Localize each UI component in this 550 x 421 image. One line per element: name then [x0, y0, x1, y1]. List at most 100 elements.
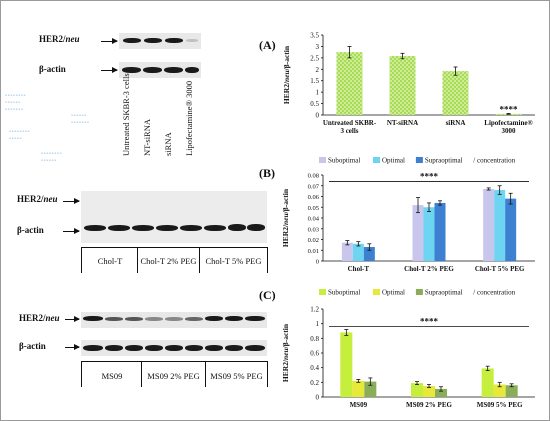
band	[123, 38, 141, 43]
panel-b-her2-label: HER2/neu	[17, 194, 58, 204]
panel-a-actin-label: β-actin	[39, 64, 66, 74]
bar	[340, 332, 353, 397]
panel-a-lane-2: NT-siRNA	[142, 119, 152, 156]
bar	[494, 190, 506, 261]
band	[143, 67, 162, 73]
legend-swatch	[373, 157, 380, 163]
x-tick-label: Lipofectamine® 3000	[484, 119, 533, 135]
legend-label: Suboptimal	[328, 157, 360, 165]
panel-a-label: (A)	[259, 38, 276, 52]
panel-c-group-2: MS09 2% PEG	[147, 371, 200, 381]
band	[105, 345, 123, 351]
band	[83, 316, 103, 321]
band	[185, 317, 203, 321]
y-tick-label: 0.4	[310, 364, 319, 372]
panel-b-actin-label: β-actin	[17, 225, 44, 235]
x-tick-label: Untreated SKBR-3 cells	[323, 119, 377, 135]
legend-label: Supraoptimal	[425, 157, 463, 165]
bar	[423, 386, 435, 397]
y-tick-label: 0.03	[308, 226, 319, 233]
y-tick-label: 0.5	[310, 100, 319, 108]
band	[145, 345, 163, 351]
panel-b-group-1: Chol-T	[97, 256, 123, 266]
y-tick-label: 0	[316, 394, 320, 402]
significance-label: ****	[420, 317, 439, 327]
panel-a-her2-arrow	[101, 38, 118, 44]
legend-suffix: / concentration	[473, 157, 515, 165]
panel-a-her2-label: HER2/neu	[39, 34, 80, 44]
bar	[493, 384, 506, 397]
band	[245, 316, 265, 321]
y-tick-label: 2	[316, 66, 320, 74]
band	[205, 345, 223, 351]
panel-b-group-sep	[199, 247, 200, 273]
panel-c-blot-actin	[81, 340, 267, 356]
y-tick-label: 0	[316, 112, 320, 120]
band	[165, 317, 183, 321]
y-tick-label: 1.5	[310, 77, 319, 85]
panel-a-lane-3: siRNA	[163, 132, 173, 156]
panel-c-group-3: MS09 5% PEG	[210, 371, 263, 381]
panel-c-group-1: MS09	[101, 371, 123, 381]
band	[125, 345, 143, 351]
legend-label: Optimal	[382, 289, 405, 297]
panel-c-actin-arrow	[65, 344, 80, 350]
panel-a-blot-actin	[119, 62, 201, 78]
panel-c-her2-arrow	[65, 316, 80, 322]
watermark-pattern: ▪▪▪▪▪▪▪▪▪▪▪▪▪	[71, 113, 90, 126]
y-tick-label: 1.2	[310, 306, 319, 314]
bar	[435, 388, 447, 397]
x-tick-label: Chol-T 5% PEG	[475, 265, 525, 273]
y-tick-label: 0.6	[310, 350, 319, 358]
y-tick-label: 0.06	[308, 194, 320, 201]
watermark-pattern: ▪▪▪▪▪▪▪▪ ▪▪▪▪▪▪ ▪▪▪▪▪▪▪	[5, 93, 27, 113]
band	[205, 316, 223, 321]
bar	[412, 205, 424, 261]
y-tick-label: 0.05	[308, 205, 319, 212]
bar	[411, 383, 423, 397]
bar	[505, 385, 518, 397]
band	[145, 317, 163, 321]
watermark-pattern: ▪▪▪▪▪▪▪▪▪▪▪▪▪	[9, 129, 31, 142]
panel-c-group-sep	[267, 361, 268, 387]
chart-b: Suboptimal Optimal Supraoptimal / concentra…	[281, 157, 535, 273]
band	[185, 345, 203, 351]
panel-c-group-sep	[81, 361, 82, 387]
y-tick-label: 0.8	[310, 335, 319, 343]
panel-c-blot-her2	[81, 312, 267, 328]
panel-a-lane-1: Untreated SKBR-3 cells	[121, 73, 131, 156]
y-axis-label: HER2/neu/β-actin	[281, 323, 290, 382]
band	[132, 225, 154, 231]
legend-swatch	[415, 157, 423, 163]
significance-label: ****	[500, 104, 519, 114]
x-tick-label: Chol-T 2% PEG	[404, 265, 454, 273]
bar	[505, 198, 517, 261]
panel-b-her2-arrow	[63, 198, 80, 204]
bar	[434, 202, 446, 261]
band	[186, 39, 198, 42]
bar	[442, 71, 469, 115]
x-tick-label: Chol-T	[348, 265, 370, 273]
panel-c-her2-label: HER2/neu	[19, 313, 60, 323]
band	[105, 317, 123, 321]
y-tick-label: 0.04	[308, 216, 320, 223]
band	[225, 316, 243, 321]
panel-c-group-sep	[141, 361, 142, 387]
bar	[364, 381, 377, 397]
legend-swatch	[373, 289, 380, 295]
band	[122, 67, 141, 73]
panel-a-blot-her2	[119, 33, 201, 49]
y-tick-label: 3	[316, 43, 320, 51]
panel-b-group-line	[81, 247, 267, 248]
band	[84, 225, 106, 231]
band	[83, 345, 103, 351]
band	[185, 67, 199, 73]
y-axis-label: HER2/neu/β-actin	[282, 45, 291, 104]
legend-swatch	[319, 289, 326, 295]
panel-a-actin-arrow	[101, 67, 118, 73]
bar	[363, 247, 375, 261]
y-tick-label: 1	[316, 320, 320, 328]
y-tick-label: 1	[316, 89, 320, 97]
y-axis-label: HER2/neu/β-actin	[281, 188, 290, 247]
